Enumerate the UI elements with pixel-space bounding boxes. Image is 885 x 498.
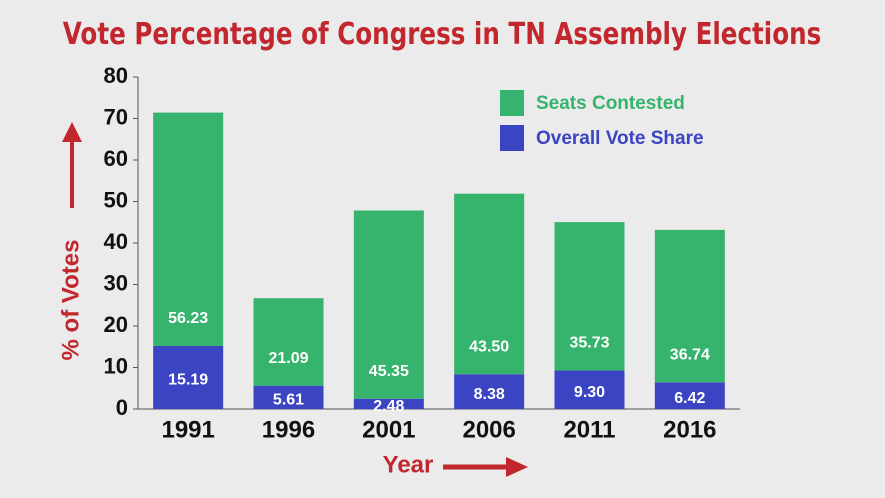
bar-segment <box>153 345 224 409</box>
chart-title: Vote Percentage of Congress in TN Assemb… <box>63 18 822 52</box>
data-label: 8.38 <box>474 386 505 403</box>
bar-segment <box>253 298 324 386</box>
x-tick-label: 1991 <box>161 416 214 443</box>
y-tick-label: 70 <box>104 104 128 129</box>
bar-segment <box>554 370 625 409</box>
legend-label: Seats Contested <box>536 93 685 114</box>
data-label: 21.09 <box>268 350 308 367</box>
y-tick-label: 0 <box>116 395 128 420</box>
y-tick-label: 10 <box>104 353 128 378</box>
legend-label: Overall Vote Share <box>536 128 704 149</box>
y-tick-label: 60 <box>104 146 128 171</box>
data-label: 43.50 <box>469 338 509 355</box>
legend-swatch <box>500 125 524 151</box>
y-tick-label: 40 <box>104 229 128 254</box>
bar-segment <box>454 193 525 375</box>
x-arrow <box>443 457 528 477</box>
bar-segment <box>153 112 224 346</box>
bar-segment <box>353 210 424 399</box>
y-axis-label: % of Votes <box>57 240 84 361</box>
y-arrow <box>62 122 82 208</box>
data-label: 45.35 <box>369 363 409 380</box>
y-tick-label: 30 <box>104 270 128 295</box>
legend-swatch <box>500 90 524 116</box>
bar-segment <box>554 222 625 371</box>
x-tick-label: 2006 <box>462 416 515 443</box>
y-tick-label: 80 <box>104 63 128 88</box>
y-tick-label: 20 <box>104 312 128 337</box>
bar-segment <box>353 398 424 409</box>
data-label: 56.23 <box>168 310 208 327</box>
data-label: 9.30 <box>574 384 605 401</box>
data-label: 2.48 <box>373 398 404 415</box>
x-axis-label: Year <box>383 451 434 478</box>
bar-segment <box>654 229 725 383</box>
arrow-head <box>62 122 82 142</box>
data-label: 35.73 <box>569 335 609 352</box>
x-tick-label: 2016 <box>663 416 716 443</box>
data-label: 36.74 <box>670 347 710 364</box>
arrow-head <box>506 457 528 477</box>
bar-segment <box>454 374 525 409</box>
data-label: 5.61 <box>273 392 304 409</box>
y-tick-label: 50 <box>104 187 128 212</box>
x-tick-label: 1996 <box>262 416 315 443</box>
bar-segment <box>654 382 725 409</box>
bar-segment <box>253 385 324 409</box>
data-label: 15.19 <box>168 372 208 389</box>
x-tick-label: 2001 <box>362 416 415 443</box>
data-label: 6.42 <box>674 390 705 407</box>
x-tick-label: 2011 <box>563 416 615 443</box>
